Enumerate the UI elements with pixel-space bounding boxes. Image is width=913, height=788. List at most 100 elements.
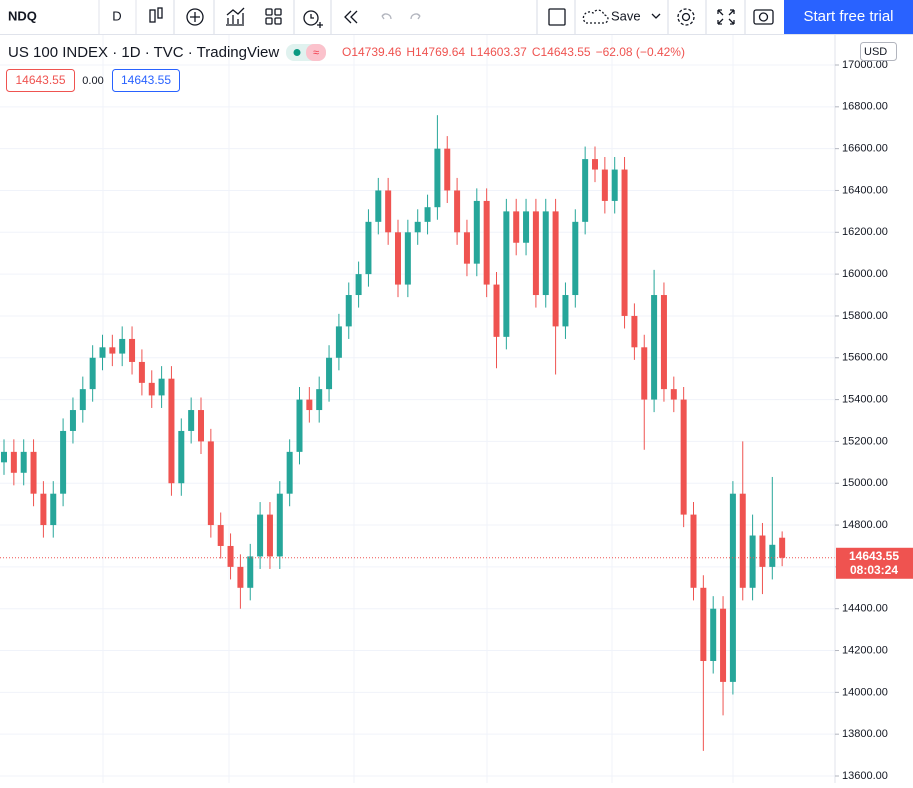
candle-body [542,211,549,296]
currency-select[interactable] [860,42,897,61]
currency[interactable]: USD [864,46,887,58]
candle-body [739,493,746,588]
candle-body [592,159,598,170]
candle-body [306,399,313,411]
snapshot-icon[interactable] [753,9,774,25]
status-dot [293,49,301,56]
candle-body [601,169,608,201]
candle-body [680,399,687,515]
save-button[interactable]: Save [611,8,641,23]
candle-body [769,544,776,567]
candle-body [385,190,392,233]
candle-body [207,441,214,526]
y-tick-label: 15600.00 [842,352,888,364]
candle-body [99,347,106,358]
candle-body [326,357,333,390]
y-tick-label: 16200.00 [842,226,888,238]
indicator-add[interactable] [186,8,204,26]
candle-body [345,295,352,327]
candle-body [30,451,37,494]
toolbar-bg [0,0,913,34]
candle-body [89,357,96,390]
candle-body [217,525,224,546]
candle-body [582,159,589,222]
candle-body [660,295,667,390]
candle-body [641,347,648,400]
candle-body [198,410,204,442]
buy-box[interactable] [112,69,180,92]
candle-body [611,169,618,201]
candle-body [276,493,283,557]
candle-body [395,232,401,285]
candle-body [257,514,264,557]
candle-body [158,378,165,396]
candle-body [109,347,116,354]
candle-body [621,169,628,316]
candle-body [651,295,658,400]
settings-icon[interactable] [681,12,691,22]
symbol[interactable]: NDQ [8,8,37,23]
y-tick-label: 15400.00 [842,393,888,405]
layout-icon[interactable] [548,8,566,26]
ohlc-value: O14739.46 [342,45,402,59]
candle-icon[interactable] [149,9,156,23]
spread: 0.00 [82,75,103,87]
candle-body [404,232,411,285]
candle-body [414,221,421,233]
candle-body [749,535,756,588]
candle-body [178,430,185,484]
candle-body [237,566,244,588]
y-tick-label: 13600.00 [842,770,888,782]
candle-body [513,211,520,243]
y-tick-label: 17000.00 [842,59,888,71]
toolbar-icons [149,0,774,34]
status-pill [306,44,326,61]
y-tick-label: 16600.00 [842,143,888,155]
candle-body [60,430,67,494]
candle-body [690,514,697,588]
candle-body [50,493,57,526]
ohlc-value: C14643.55 [532,45,591,59]
y-tick-label: 14800.00 [842,519,888,531]
candle-body [316,389,323,411]
candle-body [562,295,569,327]
candle-body [503,211,510,337]
candle-body [454,190,461,233]
candle-body [670,389,677,400]
candle-body [79,389,86,411]
ohlc-legend: O14739.46 H14769.64 L14603.37 C14643.55 −62.… [342,45,685,59]
y-tick-label: 14400.00 [842,603,888,615]
candles [0,115,835,751]
legend-title: US 100 INDEX · 1D · TVC · TradingView [8,44,279,61]
alert-icon[interactable] [303,10,319,26]
status-icon: ≈ [313,47,319,59]
sell-box[interactable] [6,69,75,92]
candle-body [266,514,273,557]
fullscreen-icon[interactable] [717,9,735,25]
cta-label[interactable]: Start free trial [803,8,893,25]
candle-body [710,608,717,661]
replay-icon[interactable] [344,10,358,24]
undo[interactable] [381,13,392,20]
y-tick-label: 13800.00 [842,728,888,740]
ohlc-value: H14769.64 [406,45,465,59]
candle-body [40,493,47,526]
candle-body [286,451,293,494]
buy-price[interactable]: 14643.55 [121,73,171,87]
y-tick-label: 15800.00 [842,310,888,322]
candle-body [188,410,195,431]
cta-button[interactable] [784,0,913,34]
y-tick-label: 14200.00 [842,644,888,656]
candle-body [631,315,638,348]
y-tick-label: 16000.00 [842,268,888,280]
candle-body [572,221,579,296]
candle-icon[interactable] [157,7,163,19]
indicators-icon[interactable] [226,7,245,26]
candle-body [444,148,451,191]
interval[interactable]: D [112,8,121,23]
sell-price[interactable]: 14643.55 [15,73,65,87]
redo[interactable] [410,13,421,20]
candle-body [552,211,559,327]
candle-body [148,382,155,396]
